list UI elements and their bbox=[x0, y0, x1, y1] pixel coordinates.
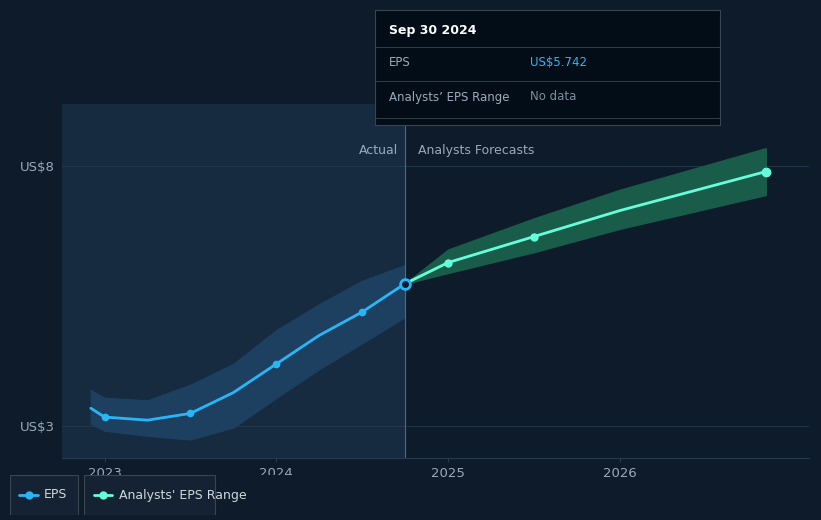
Text: US$5.742: US$5.742 bbox=[530, 56, 587, 69]
Text: No data: No data bbox=[530, 90, 576, 103]
Text: Analysts' EPS Range: Analysts' EPS Range bbox=[118, 488, 246, 501]
Text: Sep 30 2024: Sep 30 2024 bbox=[389, 24, 476, 37]
Bar bbox=[10, 475, 78, 515]
Text: Actual: Actual bbox=[359, 144, 398, 157]
Text: Analysts Forecasts: Analysts Forecasts bbox=[419, 144, 534, 157]
Text: EPS: EPS bbox=[44, 488, 67, 501]
Bar bbox=[85, 475, 214, 515]
Bar bbox=[62, 104, 405, 458]
Text: EPS: EPS bbox=[389, 56, 410, 69]
Text: Analysts’ EPS Range: Analysts’ EPS Range bbox=[389, 90, 509, 103]
